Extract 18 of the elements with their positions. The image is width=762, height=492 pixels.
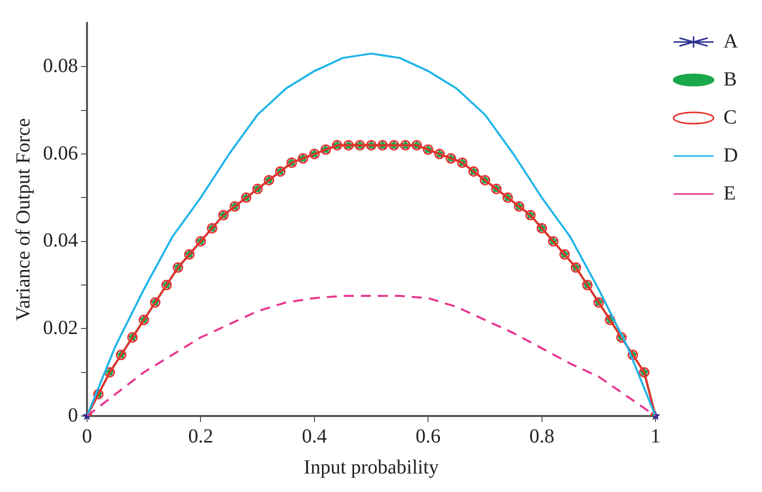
legend-label: B <box>724 68 737 90</box>
y-axis-title: Variance of Output Force <box>12 118 34 321</box>
x-tick-label: 0.4 <box>302 425 327 448</box>
legend-label: C <box>724 106 737 128</box>
x-tick-label: 1 <box>650 425 661 448</box>
y-tick-label: 0.08 <box>43 54 78 77</box>
y-tick-label: 0.04 <box>43 230 78 252</box>
x-tick-label: 0.8 <box>529 425 554 448</box>
y-tick-label: 0 <box>68 404 78 426</box>
legend-label: D <box>724 144 738 166</box>
legend-label: E <box>724 182 736 204</box>
y-tick-label: 0.06 <box>43 142 78 164</box>
x-tick-label: 0.2 <box>188 425 214 448</box>
y-tick-label: 0.02 <box>43 316 78 339</box>
x-tick-label: 0.6 <box>416 425 441 448</box>
x-axis-title: Input probability <box>304 456 439 478</box>
x-tick-label: 0 <box>82 425 92 448</box>
legend-label: A <box>724 30 739 52</box>
